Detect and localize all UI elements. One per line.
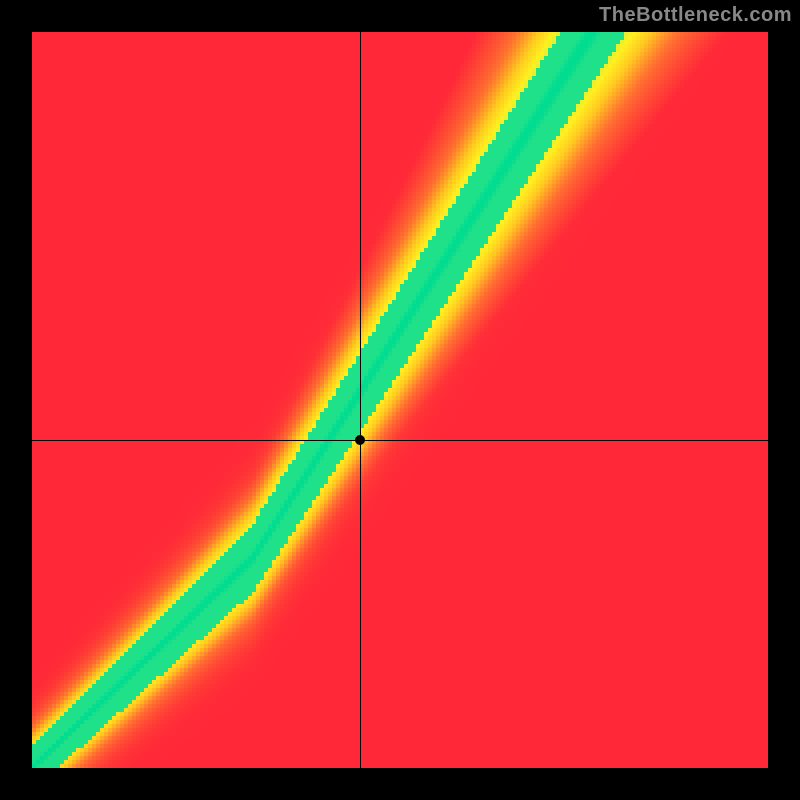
heatmap-canvas bbox=[32, 32, 768, 768]
watermark: TheBottleneck.com bbox=[599, 4, 792, 27]
heatmap-plot bbox=[32, 32, 768, 768]
